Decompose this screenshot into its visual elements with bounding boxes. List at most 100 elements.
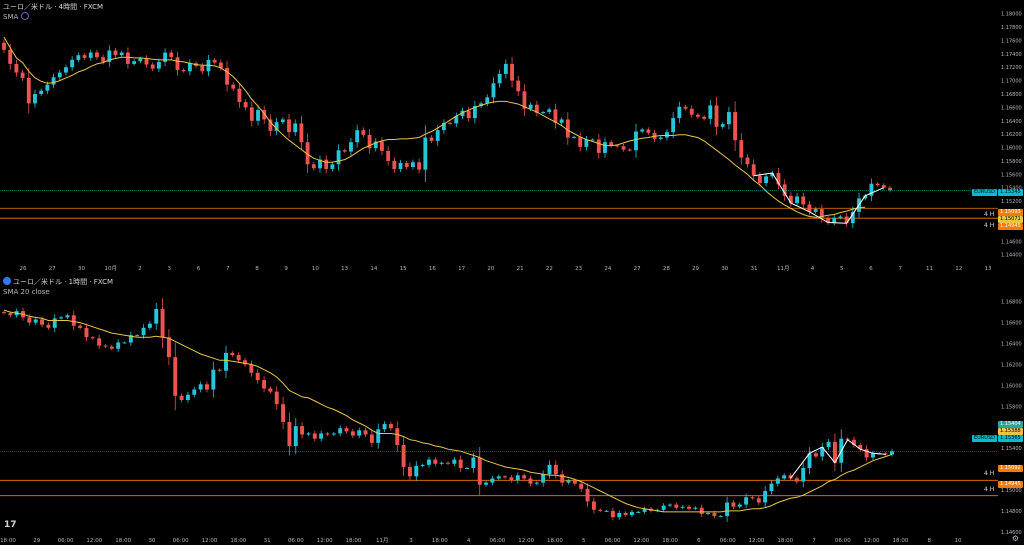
y-tick-label: 1.17800 (1001, 25, 1022, 31)
candle-body (363, 430, 368, 435)
chart-canvas-1h[interactable]: 1.16800 1.16600 1.16400 1.16200 1.16000 1.158… (0, 275, 1024, 545)
candle-body (788, 195, 793, 204)
settings-gear-icon[interactable]: ⚙ (1011, 534, 1019, 543)
x-tick-label: 6 (869, 266, 873, 272)
candle-body (881, 185, 886, 188)
y-tick-label: 1.17000 (1001, 79, 1022, 85)
candle-body (454, 116, 459, 124)
y-tick-label: 1.18000 (1001, 12, 1022, 18)
candle-body (801, 467, 806, 482)
candle-body (433, 459, 438, 464)
candle-body (376, 429, 381, 443)
y-tick-label: 1.16000 (1001, 146, 1022, 152)
x-tick-label: 18:00 (892, 538, 908, 544)
candle-body (8, 313, 13, 316)
candle-body (466, 110, 471, 119)
candle-body (33, 94, 37, 104)
candle-body (84, 327, 89, 338)
candle-body (427, 459, 431, 465)
candle-body (144, 58, 149, 65)
candle-body (95, 52, 99, 58)
candle-body (51, 77, 56, 85)
candle-body (417, 162, 422, 170)
candle-body (230, 352, 235, 356)
x-tick-label: 28 (663, 266, 670, 272)
candle-body (344, 428, 349, 432)
candle-body (871, 453, 875, 458)
y-tick-label: 1.16200 (1001, 132, 1022, 138)
candle-body (516, 80, 521, 92)
candle-body (534, 482, 539, 484)
y-tick-label: 1.14800 (1001, 509, 1022, 515)
indicator-settings-icon[interactable] (21, 12, 30, 20)
candle-body (147, 323, 152, 328)
candle-body (181, 69, 186, 72)
chart-pane-1h[interactable]: 1.16800 1.16600 1.16400 1.16200 1.16000 1.158… (0, 275, 1024, 545)
candle-body (262, 380, 267, 389)
candle-body (429, 137, 434, 141)
symbol-icon (3, 277, 11, 285)
candle-body (249, 107, 254, 121)
indicator-label[interactable]: SMA 20 close (3, 288, 50, 296)
candle-body (324, 159, 329, 169)
candle-body (198, 384, 203, 390)
tradingview-logo[interactable]: 17 (4, 520, 17, 530)
x-tick-label: 26 (20, 266, 27, 272)
x-tick-label: 3 (409, 538, 413, 544)
candle-body (97, 338, 102, 346)
candle-body (78, 325, 83, 328)
candle-body (338, 428, 343, 434)
candle-body (534, 104, 539, 113)
candle-body (720, 124, 725, 127)
x-tick-label: 3 (167, 266, 171, 272)
candle-body (718, 516, 723, 518)
candle-body (566, 480, 571, 483)
candle-body (452, 459, 457, 464)
sma-line (3, 309, 893, 513)
candle-body (851, 439, 856, 445)
candle-body (423, 137, 428, 170)
y-tick-label: 1.14400 (1001, 253, 1022, 259)
candle-body (392, 160, 397, 169)
y-tick-label: 1.17600 (1001, 38, 1022, 44)
y-tick-label: 1.16600 (1001, 105, 1022, 111)
indicator-label[interactable]: SMA (3, 13, 19, 21)
candle-body (217, 369, 222, 371)
candle-body (395, 428, 400, 445)
candle-body (496, 476, 501, 479)
candle-body (109, 346, 114, 349)
candle-body (281, 404, 286, 422)
candle-body (757, 175, 762, 184)
hline-label-2: 4 H (984, 486, 995, 493)
candle-body (621, 146, 626, 150)
x-tick-label: 14 (370, 266, 377, 272)
candle-body (826, 441, 831, 448)
candle-body (737, 504, 742, 507)
x-tick-label: 6 (697, 538, 701, 544)
x-tick-label: 12:00 (633, 538, 649, 544)
chart-pane-4h[interactable]: 1.18000 1.17800 1.17600 1.17400 1.17200 1.170… (0, 0, 1024, 273)
candle-body (45, 84, 50, 91)
candle-body (200, 65, 205, 72)
candle-body (565, 119, 570, 138)
candle-body (256, 110, 260, 121)
candle-body (503, 476, 508, 478)
y-tick-label: 1.15800 (1001, 159, 1022, 165)
candle-body (858, 444, 863, 450)
candle-body (330, 164, 335, 169)
candle-body (509, 477, 514, 481)
chart-canvas-4h[interactable]: 1.18000 1.17800 1.17600 1.17400 1.17200 1.170… (0, 0, 1024, 273)
candle-body (750, 497, 755, 499)
x-tick-label: 12:00 (518, 538, 534, 544)
candle-body (274, 122, 279, 131)
candle-body (693, 507, 698, 509)
candle-body (875, 183, 880, 186)
x-tick-label: 30 (721, 266, 728, 272)
candle-body (113, 50, 118, 56)
price-tag-hline-1: 1.15071 (998, 216, 1023, 223)
x-tick-label: 12:00 (202, 538, 218, 544)
x-tick-label: 13 (341, 266, 348, 272)
x-tick-label: 17 (458, 266, 465, 272)
x-tick-label: 18:00 (662, 538, 678, 544)
candle-body (751, 164, 756, 176)
